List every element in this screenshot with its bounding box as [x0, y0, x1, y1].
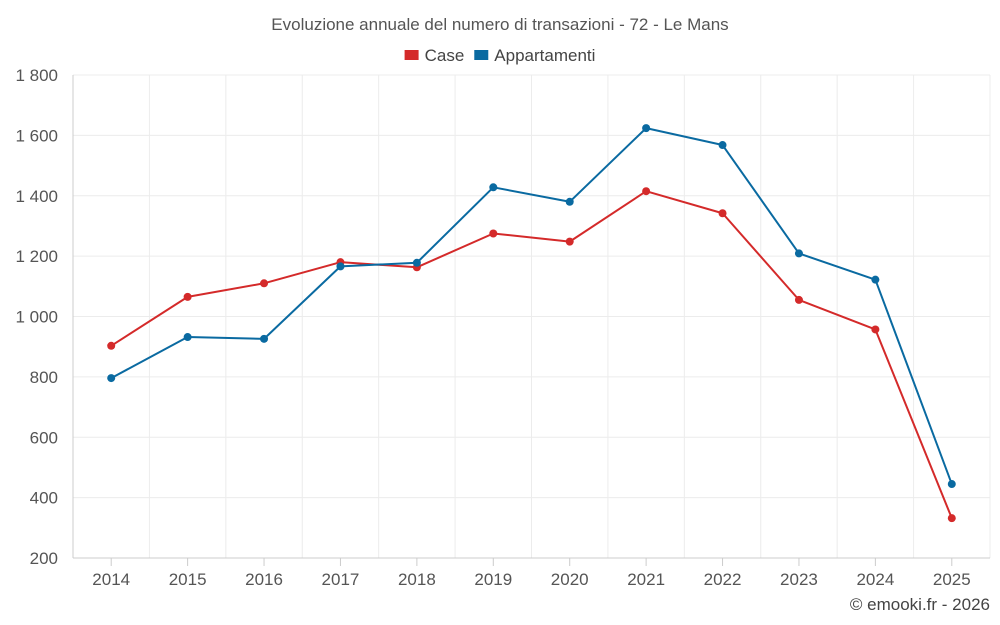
data-point-appartamenti[interactable] [947, 480, 956, 489]
y-tick-label: 800 [30, 368, 58, 387]
credit-text: © emooki.fr - 2026 [850, 595, 990, 614]
data-point-case[interactable] [183, 292, 192, 301]
legend-item-appartamenti[interactable]: Appartamenti [474, 46, 595, 65]
series-appartamenti [107, 124, 956, 489]
y-tick-label: 400 [30, 489, 58, 508]
series-case [107, 187, 956, 523]
data-point-case[interactable] [565, 237, 574, 246]
chart-title: Evoluzione annuale del numero di transaz… [271, 15, 728, 34]
data-point-case[interactable] [260, 279, 269, 288]
axes: 200 400 600 800 1 000 1 200 1 400 1 600 1 800 201… [15, 66, 990, 589]
x-tick-label: 2014 [92, 570, 130, 589]
x-tick-label: 2016 [245, 570, 283, 589]
legend-swatch [404, 50, 419, 60]
legend-label: Case [425, 46, 465, 65]
series-line-appartamenti [110, 127, 953, 485]
data-point-appartamenti[interactable] [489, 183, 498, 192]
data-point-case[interactable] [642, 187, 651, 196]
legend-item-case[interactable]: Case [404, 46, 465, 65]
x-tick-label: 2023 [780, 570, 818, 589]
data-point-appartamenti[interactable] [642, 124, 651, 133]
y-tick-label: 600 [30, 428, 58, 447]
x-tick-label: 2024 [856, 570, 894, 589]
legend-label: Appartamenti [494, 46, 595, 65]
y-tick-label: 1 400 [15, 187, 58, 206]
y-tick-label: 1 800 [15, 66, 58, 85]
x-tick-label: 2019 [474, 570, 512, 589]
data-point-case[interactable] [107, 341, 116, 350]
legend: Case Appartamenti [404, 46, 595, 65]
x-tick-label: 2015 [169, 570, 207, 589]
data-point-appartamenti[interactable] [794, 249, 803, 258]
data-point-case[interactable] [489, 229, 498, 238]
x-tick-label: 2022 [704, 570, 742, 589]
data-point-case[interactable] [794, 295, 803, 304]
data-point-case[interactable] [718, 209, 727, 218]
y-tick-label: 200 [30, 549, 58, 568]
x-tick-label: 2021 [627, 570, 665, 589]
y-tick-label: 1 600 [15, 126, 58, 145]
x-tick-label: 2025 [933, 570, 971, 589]
grid [72, 74, 991, 558]
data-point-appartamenti[interactable] [183, 333, 192, 342]
data-point-appartamenti[interactable] [565, 197, 574, 206]
data-point-case[interactable] [947, 514, 956, 523]
data-point-appartamenti[interactable] [336, 262, 345, 271]
x-tick-label: 2017 [322, 570, 360, 589]
series-line-case [110, 190, 953, 519]
data-point-case[interactable] [871, 325, 880, 334]
data-point-appartamenti[interactable] [260, 334, 269, 343]
y-tick-label: 1 000 [15, 308, 58, 327]
y-tick-label: 1 200 [15, 247, 58, 266]
series-layer [107, 124, 956, 523]
data-point-appartamenti[interactable] [107, 374, 116, 383]
x-tick-label: 2018 [398, 570, 436, 589]
data-point-appartamenti[interactable] [871, 275, 880, 284]
data-point-appartamenti[interactable] [412, 258, 421, 267]
x-tick-label: 2020 [551, 570, 589, 589]
legend-swatch [474, 50, 489, 60]
data-point-appartamenti[interactable] [718, 141, 727, 150]
